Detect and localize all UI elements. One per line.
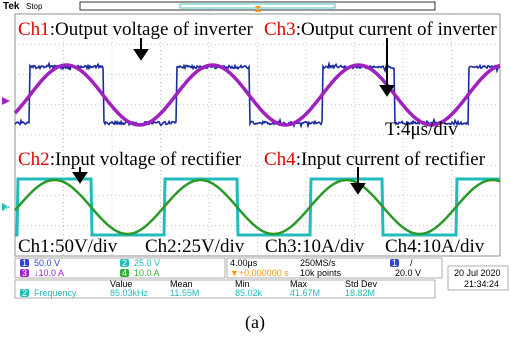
channel-badge: 4	[122, 268, 127, 278]
measurement-cell: 85.02k	[235, 288, 263, 298]
scope-screenshot: Tek Stop ⧗ 2 Ch1:Output voltage of inver…	[0, 0, 511, 339]
scale-annotation: Ch4:10A/div	[385, 236, 485, 257]
caption: (a)	[245, 312, 265, 333]
channel-badge: 2	[122, 258, 127, 268]
annotation-text: :Input current of rectifier	[296, 149, 486, 170]
annotation-text: :Output voltage of inverter	[50, 19, 254, 40]
trigger-level: 20.0 V	[395, 268, 421, 278]
brand: Tek	[3, 1, 20, 12]
scale-annotation: Ch1:50V/div	[18, 236, 118, 257]
channel-setting: 10.0 A	[134, 268, 160, 278]
status-panel: 1 50.0 V 2 25.0 V 3 ↓10.0 A 4 10.0 A 4.0…	[15, 258, 508, 298]
measurement-name: Frequency	[34, 288, 77, 298]
horizontal-scale: 4.00μs	[230, 258, 258, 268]
channel-setting: 25.0 V	[134, 258, 160, 268]
channel-badge: 3	[22, 268, 27, 278]
measurement-cell: 85.03kHz	[110, 288, 149, 298]
timebase-annotation: T:4μs/div	[385, 119, 458, 140]
measurement-cell: 11.55M	[170, 288, 199, 298]
annotation: Ch4:Input current of rectifier	[264, 149, 486, 170]
date: 20 Jul 2020	[454, 268, 501, 278]
ch2-marker-label: 2	[4, 203, 9, 212]
record-length: 10k points	[300, 268, 342, 278]
annotation: Ch2:Input voltage of rectifier	[18, 149, 242, 170]
annotation: Ch3:Output current of inverter	[264, 19, 497, 40]
annotation: Ch1:Output voltage of inverter	[18, 19, 253, 40]
channel-label: Ch2	[18, 149, 50, 170]
trigger-marker: ⧗	[254, 4, 261, 15]
measurement-cell: 41.67M	[290, 288, 320, 298]
sample-rate: 250MS/s	[300, 258, 336, 268]
horizontal-position: ▼+0.000000 s	[230, 268, 289, 278]
channel-label: Ch3	[264, 19, 296, 40]
channel-label: Ch4	[264, 149, 296, 170]
channel-label: Ch1	[18, 19, 50, 40]
scale-annotation: Ch3:10A/div	[265, 236, 365, 257]
scale-annotation: Ch2:25V/div	[145, 236, 245, 257]
channel-badge: 1	[22, 258, 27, 268]
ch1-marker	[2, 97, 10, 105]
channel-setting: ↓10.0 A	[34, 268, 64, 278]
time: 21:34:24	[464, 279, 499, 289]
channel-setting: 50.0 V	[34, 258, 60, 268]
trigger-source: 1	[392, 258, 397, 268]
annotation-text: :Output current of inverter	[296, 19, 498, 40]
annotation-text: :Input voltage of rectifier	[50, 149, 242, 170]
measurement-channel: 2	[22, 288, 27, 298]
status: Stop	[26, 2, 43, 11]
measurement-cell: 18.82M	[345, 288, 375, 298]
